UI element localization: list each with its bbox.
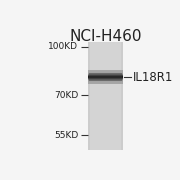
Bar bbox=[88, 42, 123, 150]
Bar bbox=[89, 73, 122, 81]
Text: 100KD: 100KD bbox=[48, 42, 78, 51]
Text: NCI-H460: NCI-H460 bbox=[69, 28, 142, 44]
Text: 70KD: 70KD bbox=[54, 91, 78, 100]
Text: IL18R1: IL18R1 bbox=[133, 71, 173, 84]
Bar bbox=[121, 42, 123, 150]
Text: 55KD: 55KD bbox=[54, 131, 78, 140]
Bar bbox=[88, 42, 90, 150]
